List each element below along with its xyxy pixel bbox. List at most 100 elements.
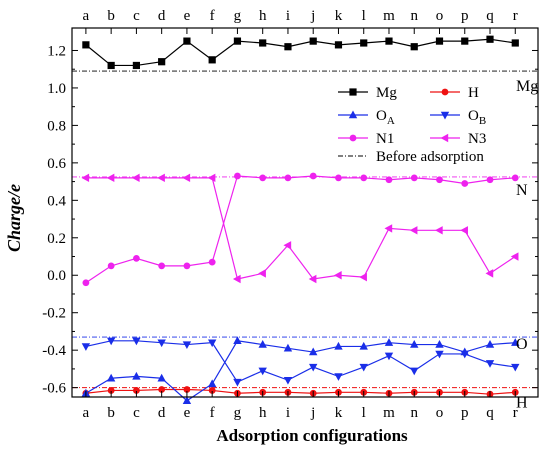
y-tick-label: 0.6 xyxy=(47,156,66,172)
x-tick-label: e xyxy=(184,405,191,421)
x-tick-label: l xyxy=(362,405,366,421)
data-point xyxy=(182,341,192,350)
data-point xyxy=(182,173,191,183)
data-point xyxy=(132,337,141,346)
data-point xyxy=(82,41,90,49)
data-point xyxy=(82,279,90,287)
legend-entry-n3: N3 xyxy=(430,131,486,147)
x-tick-label-top: a xyxy=(83,8,90,24)
y-tick-label: 1.0 xyxy=(47,81,66,97)
data-point xyxy=(183,386,191,393)
legend-entry-mg: Mg xyxy=(338,85,397,101)
data-point xyxy=(158,262,166,270)
data-point xyxy=(384,224,393,233)
data-point xyxy=(309,347,318,356)
data-point xyxy=(284,174,292,182)
x-tick-label: p xyxy=(461,405,469,421)
series-line-h xyxy=(85,388,516,395)
baseline-labels: Mg N O H xyxy=(516,78,538,412)
series-oa xyxy=(81,336,520,404)
data-point xyxy=(183,37,191,45)
x-tick-label-top: l xyxy=(362,8,366,24)
x-tick-label: n xyxy=(410,405,418,421)
data-point xyxy=(511,174,519,182)
baseline-label-o: O xyxy=(516,336,528,353)
data-point xyxy=(409,226,418,235)
data-point xyxy=(385,37,393,45)
legend-swatch-marker xyxy=(349,134,357,142)
legend-swatch-marker xyxy=(441,88,449,96)
data-point xyxy=(309,363,318,372)
data-point xyxy=(157,339,166,348)
data-point xyxy=(334,341,343,350)
plot-frame xyxy=(71,27,539,398)
data-point xyxy=(258,367,267,376)
data-point xyxy=(132,61,141,70)
x-tick-label: o xyxy=(436,405,444,421)
data-point xyxy=(334,373,343,381)
data-point xyxy=(333,271,342,280)
x-tick-label: q xyxy=(486,405,494,421)
series-n1 xyxy=(82,172,519,287)
x-tick-label: r xyxy=(513,405,518,421)
data-point xyxy=(435,37,444,45)
legend-label: H xyxy=(468,85,479,101)
x-tick-label-top: q xyxy=(486,8,494,24)
legend-entry-h: H xyxy=(430,85,479,101)
data-point xyxy=(133,254,140,262)
data-point xyxy=(384,338,394,346)
data-point xyxy=(410,174,418,182)
data-point xyxy=(233,336,242,345)
y-tick-label: -0.2 xyxy=(42,306,66,322)
data-point xyxy=(132,371,141,380)
x-tick-label-top: p xyxy=(461,8,469,24)
data-point xyxy=(309,37,317,45)
legend-entry-before-adsorption: Before adsorption xyxy=(338,149,484,165)
data-point xyxy=(106,337,116,346)
data-point xyxy=(461,180,469,187)
data-point xyxy=(410,367,419,376)
data-point xyxy=(283,241,292,250)
y-axis-title: Charge/e xyxy=(4,184,24,252)
legend-swatch-marker xyxy=(440,133,449,143)
series-n3 xyxy=(81,173,519,284)
data-point xyxy=(410,43,418,51)
legend-entry-oa: OA xyxy=(338,108,395,127)
y-tick-label: -0.6 xyxy=(42,381,66,397)
data-point xyxy=(460,226,468,235)
legend-label: N1 xyxy=(376,131,394,147)
data-point xyxy=(308,274,317,284)
legend-entry-ob: OB xyxy=(430,108,486,127)
legend-entry-n1: N1 xyxy=(338,131,394,147)
x-tick-label: c xyxy=(133,405,140,421)
y-tick-label: 0.4 xyxy=(47,193,66,209)
x-tick-label-top: i xyxy=(286,8,290,24)
y-tick-label: 0.2 xyxy=(47,231,66,247)
data-point xyxy=(158,58,166,66)
data-point xyxy=(359,363,368,372)
legend-label: OB xyxy=(468,108,486,127)
data-point xyxy=(107,387,115,394)
x-tick-label: a xyxy=(83,405,90,421)
x-tick-label-top: c xyxy=(133,8,140,24)
y-tick-label: 0.8 xyxy=(47,118,66,134)
series-line-mg xyxy=(85,38,516,67)
data-point xyxy=(208,56,216,64)
x-tick-label-top: g xyxy=(234,8,242,24)
data-point xyxy=(158,386,166,393)
data-point xyxy=(461,37,469,45)
data-point xyxy=(485,269,494,278)
data-point xyxy=(511,39,519,47)
x-tick-label-top: o xyxy=(436,8,444,24)
data-point xyxy=(436,176,443,184)
data-point xyxy=(106,373,116,382)
legend-swatch-marker xyxy=(349,88,357,96)
data-point xyxy=(157,173,165,183)
baseline-label-mg: Mg xyxy=(516,78,538,95)
data-point xyxy=(510,252,519,261)
data-point xyxy=(460,350,469,359)
x-axis-title: Adsorption configurations xyxy=(216,426,408,445)
data-point xyxy=(207,339,217,348)
legend-swatch-marker xyxy=(440,111,450,120)
x-tick-label-top: f xyxy=(210,8,215,24)
